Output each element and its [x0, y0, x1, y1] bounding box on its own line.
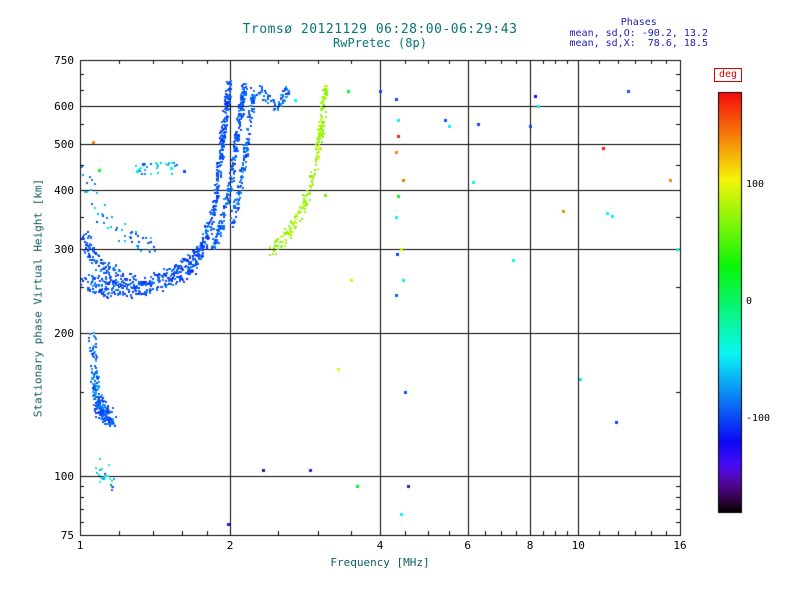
plot-subtitle: RwPretec (8p)	[333, 36, 427, 50]
x-axis-label: Frequency [MHz]	[330, 556, 430, 569]
y-axis-label: Stationary phase Virtual Height [km]	[31, 178, 45, 418]
page-title: Tromsø 20121129 06:28:00-06:29:43	[242, 22, 518, 37]
phase-stats-x-mode: mean, sd,X: 78.6, 18.5	[569, 38, 708, 49]
phase-stats-header: Phases	[620, 17, 657, 28]
phase-stats-o-mode: mean, sd,O: -90.2, 13.2	[569, 27, 708, 39]
colorbar-units-label: deg	[714, 68, 743, 82]
phase-stats-block: Phases mean, sd,O: -90.2, 13.2 mean, sd,…	[569, 17, 708, 50]
